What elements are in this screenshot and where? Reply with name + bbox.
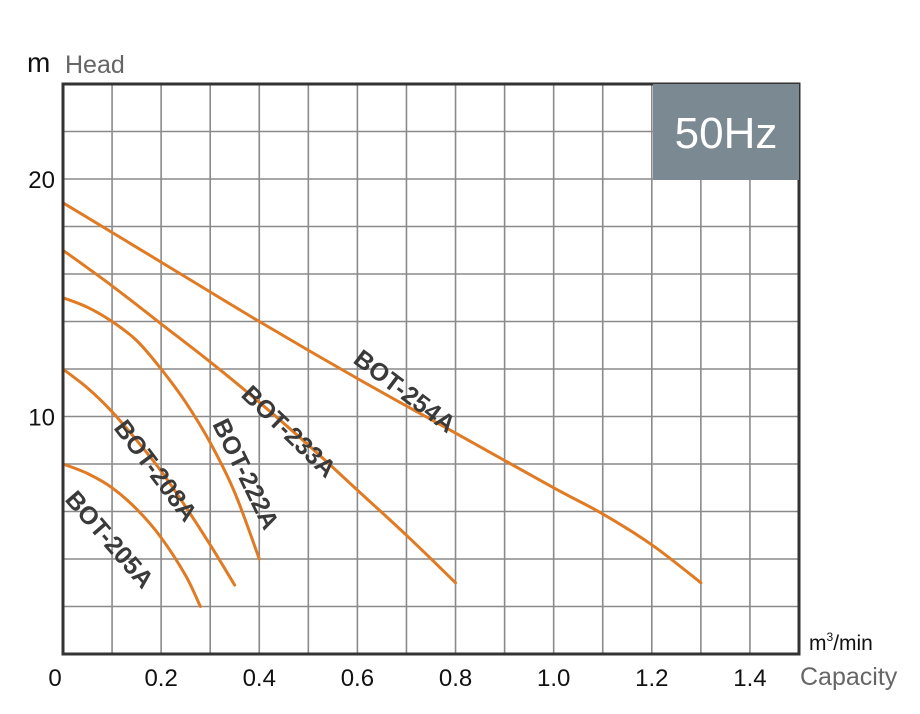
curves: [61, 201, 703, 608]
x-axis-label: Capacity: [800, 663, 898, 691]
curve-bot-254a: [61, 201, 703, 585]
x-tick-label: 1.4: [733, 665, 766, 692]
curve-bot-233a: [61, 248, 457, 585]
curve-bot-208a: [61, 367, 237, 587]
curve-label-bot-205a: BOT-205A: [59, 486, 159, 595]
x-tick-label: 0.8: [439, 665, 472, 692]
curve-bot-205a: [61, 462, 202, 608]
x-tick-label: 0: [48, 665, 61, 692]
curve-bot-222a: [61, 296, 261, 561]
y-tick-label: 10: [28, 405, 55, 432]
x-axis-unit: m3/min: [809, 630, 873, 655]
curve-label-bot-208a: BOT-208A: [108, 415, 202, 527]
x-tick-label: 1.2: [635, 665, 668, 692]
curve-label-bot-254a: BOT-254A: [348, 344, 460, 438]
x-tick-label: 1.0: [537, 665, 570, 692]
plot-frame: [61, 82, 801, 656]
grid: [63, 84, 799, 654]
y-axis-label: Head: [65, 51, 125, 79]
y-axis-unit: m: [27, 47, 50, 78]
y-tick-label: 20: [28, 167, 55, 194]
x-tick-label: 0.4: [243, 665, 276, 692]
frequency-badge: [653, 84, 799, 180]
frequency-badge-text: 50Hz: [675, 109, 778, 158]
tick-labels: 0 0.2 0.4 0.6 0.8 1.0 1.2 1.4 10 20: [28, 167, 766, 692]
x-tick-label: 0.2: [144, 665, 177, 692]
x-tick-label: 0.6: [341, 665, 374, 692]
